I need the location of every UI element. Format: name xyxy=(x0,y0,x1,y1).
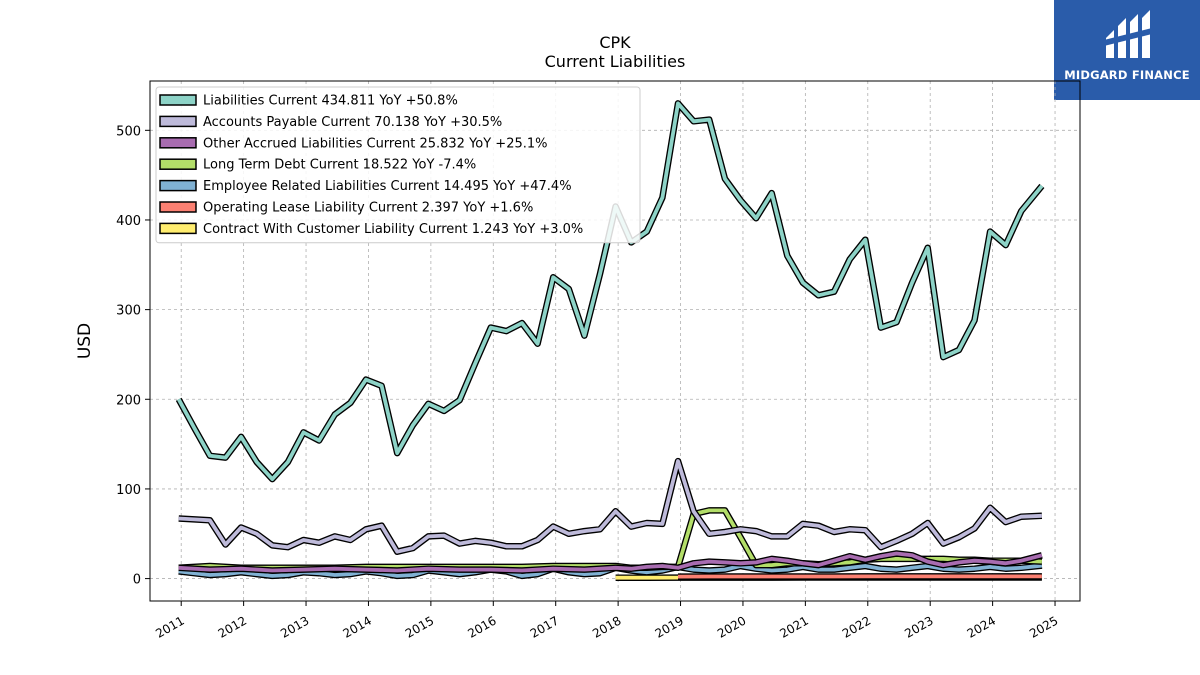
y-tick-label: 400 xyxy=(116,214,141,229)
x-tick-label: 2016 xyxy=(465,613,498,640)
legend: Liabilities Current 434.811 YoY +50.8% Ac… xyxy=(155,86,641,244)
y-axis-label: USD xyxy=(75,323,95,359)
legend-entry: Contract With Customer Liability Current… xyxy=(203,222,583,237)
y-tick-label: 200 xyxy=(116,393,141,408)
legend-entry: Employee Related Liabilities Current 14.… xyxy=(203,179,572,194)
chart-subtitle: Current Liabilities xyxy=(545,52,686,71)
legend-swatch xyxy=(159,115,197,128)
series-line xyxy=(178,459,1042,554)
x-tick-label: 2013 xyxy=(278,613,311,640)
legend-swatch xyxy=(159,137,197,149)
legend-entry: Accounts Payable Current 70.138 YoY +30.… xyxy=(203,115,502,130)
series-accounts-payable-current xyxy=(178,457,1043,555)
legend-swatch xyxy=(159,201,197,213)
legend-swatch xyxy=(159,94,197,106)
x-tick-label: 2014 xyxy=(341,613,374,640)
legend-box xyxy=(155,86,641,244)
legend-entry: Long Term Debt Current 18.522 YoY -7.4% xyxy=(203,158,476,173)
y-tick-label: 500 xyxy=(116,124,141,139)
x-tick-label: 2011 xyxy=(153,613,186,640)
y-tick-label: 0 xyxy=(133,573,141,588)
legend-entry: Operating Lease Liability Current 2.397 … xyxy=(203,201,533,216)
x-tick-label: 2020 xyxy=(715,613,748,640)
series-line xyxy=(178,551,1043,573)
legend-entry: Other Accrued Liabilities Current 25.832… xyxy=(203,136,548,151)
series-other-accrued-liabilities-current xyxy=(178,550,1043,574)
legend-swatch xyxy=(159,158,197,170)
x-tick-label: 2018 xyxy=(590,613,623,640)
x-tick-label: 2015 xyxy=(403,613,436,640)
x-tick-label: 2024 xyxy=(965,613,998,640)
legend-swatch xyxy=(159,179,197,192)
x-tick-label: 2012 xyxy=(216,613,249,640)
x-tick-label: 2019 xyxy=(653,613,686,640)
x-tick-label: 2022 xyxy=(840,613,873,640)
y-tick-label: 100 xyxy=(116,483,141,498)
logo-mark-icon xyxy=(1104,10,1152,58)
x-tick-label: 2021 xyxy=(777,613,810,640)
legend-swatch xyxy=(159,222,197,235)
plot-frame xyxy=(149,80,1081,602)
series-outline xyxy=(178,457,1043,555)
logo-text: MIDGARD FINANCE xyxy=(1064,68,1190,82)
x-tick-label: 2025 xyxy=(1027,613,1060,640)
chart-title: CPK xyxy=(599,33,631,52)
brand-logo: MIDGARD FINANCE xyxy=(1054,0,1200,100)
x-tick-label: 2023 xyxy=(902,613,935,640)
legend-entry: Liabilities Current 434.811 YoY +50.8% xyxy=(203,94,458,109)
x-tick-label: 2017 xyxy=(528,613,561,640)
y-tick-label: 300 xyxy=(116,304,141,319)
